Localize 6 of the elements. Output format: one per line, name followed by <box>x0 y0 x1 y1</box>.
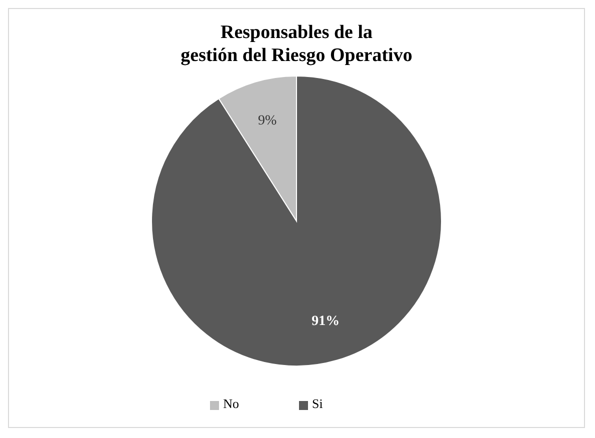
data-label: 9% <box>258 113 278 128</box>
legend-label: Si <box>312 396 323 411</box>
pie-slice <box>151 76 442 366</box>
data-label: 91% <box>312 314 340 329</box>
legend-label: No <box>223 396 240 411</box>
chart-title: Responsables de la gestión del Riesgo Operativo <box>180 21 414 67</box>
